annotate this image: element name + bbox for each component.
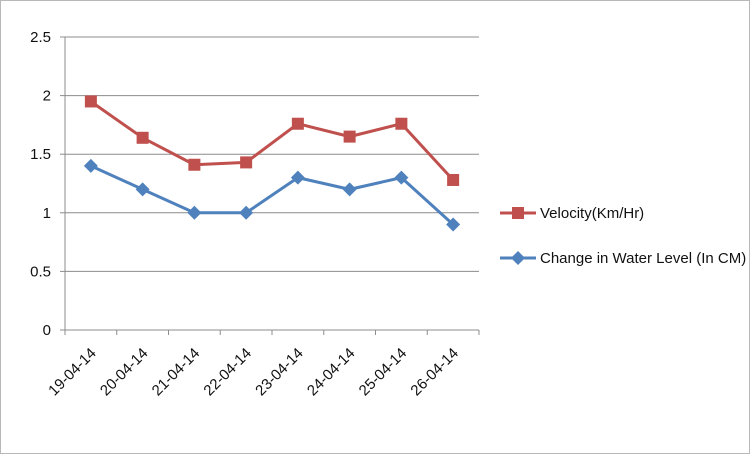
data-point-water-level [83,158,98,173]
x-tick-label: 25-04-14 [356,345,410,399]
data-point-velocity [343,130,356,143]
legend-label: Change in Water Level (In CM) [540,250,746,267]
data-point-water-level [342,182,357,197]
series-line-water-level [90,164,455,226]
data-point-velocity [84,95,97,108]
x-tick-label: 26-04-14 [407,345,461,399]
legend-label: Velocity(Km/Hr) [540,205,644,222]
data-point-water-level [394,170,409,185]
y-tick-label: 2.5 [30,29,51,46]
data-point-water-level [239,205,254,220]
data-point-velocity [395,117,408,130]
data-point-velocity [136,131,149,144]
data-point-water-level [446,217,461,232]
x-tick-label: 23-04-14 [252,345,306,399]
y-tick-label: 0.5 [30,263,51,280]
x-tick-label: 24-04-14 [304,345,358,399]
legend-marker-diamond [511,251,525,265]
data-point-velocity [447,173,460,186]
x-tick-label: 21-04-14 [149,345,203,399]
series-line-velocity [90,100,455,181]
data-point-velocity [240,156,253,169]
data-point-water-level [135,182,150,197]
data-point-velocity [291,117,304,130]
x-tick-label: 20-04-14 [97,345,151,399]
legend-marker-square [512,207,524,219]
data-point-velocity [188,158,201,171]
data-point-water-level [290,170,305,185]
y-tick-label: 2 [43,88,51,105]
y-tick-label: 1 [43,205,51,222]
x-tick-label: 19-04-14 [45,345,99,399]
y-tick-label: 0 [43,322,51,339]
x-tick-label: 22-04-14 [200,345,254,399]
data-point-water-level [187,205,202,220]
y-tick-label: 1.5 [30,146,51,163]
